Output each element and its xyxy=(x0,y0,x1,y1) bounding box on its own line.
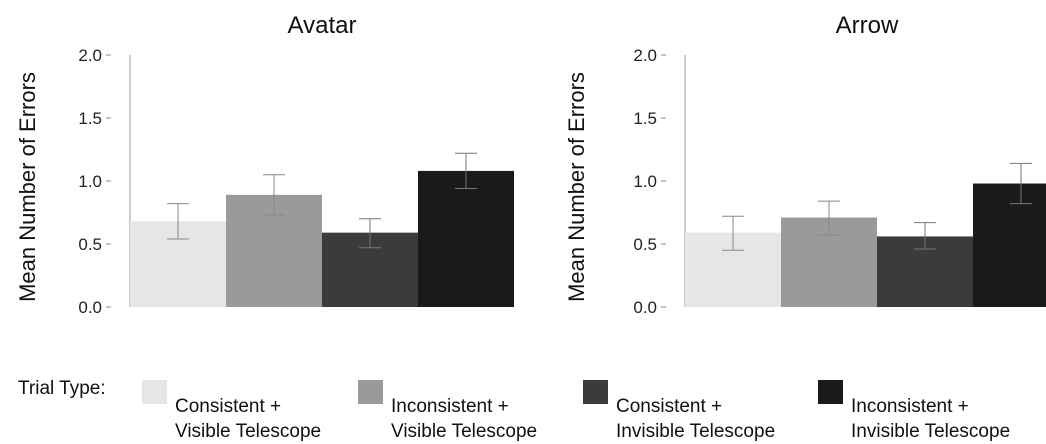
y-tick-label: 2.0 xyxy=(78,46,102,65)
chart-figure: Avatar Mean Number of Errors 0.0 0.5 1.0 1.5 2… xyxy=(15,12,1046,317)
y-axis-label: Mean Number of Errors xyxy=(15,72,40,302)
y-tick-label: 0.5 xyxy=(633,235,657,254)
y-tick-label: 1.0 xyxy=(78,172,102,191)
y-tick-label: 1.5 xyxy=(78,109,102,128)
y-tick-label: 1.0 xyxy=(633,172,657,191)
legend-swatch xyxy=(583,380,608,404)
legend-swatch xyxy=(142,380,167,404)
legend-swatch xyxy=(358,380,383,404)
chart-title: Avatar xyxy=(288,12,357,39)
legend-item-label: Inconsistent + Invisible Telescope xyxy=(851,396,1011,442)
y-tick-label: 0.5 xyxy=(78,235,102,254)
y-tick-label: 0.0 xyxy=(633,298,657,317)
legend-item-label: Consistent + Invisible Telescope xyxy=(616,396,776,442)
y-tick-label: 0.0 xyxy=(78,298,102,317)
legend-title: Trial Type: xyxy=(18,378,106,399)
chart-title: Arrow xyxy=(836,12,899,39)
legend-item-label: Consistent + Visible Telescope xyxy=(175,396,322,442)
bar xyxy=(418,170,514,307)
y-tick-label: 1.5 xyxy=(633,109,657,128)
y-tick-label: 2.0 xyxy=(633,46,657,65)
bar xyxy=(973,183,1046,307)
legend: Trial Type: Consistent + Visible Telesco… xyxy=(0,372,1046,444)
y-axis-label: Mean Number of Errors xyxy=(564,72,589,302)
legend-item-label: Inconsistent + Visible Telescope xyxy=(391,396,538,442)
legend-swatch xyxy=(818,380,843,404)
